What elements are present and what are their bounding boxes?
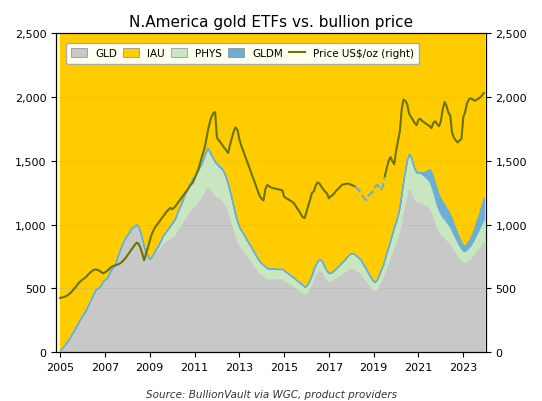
Text: Source: BullionVault via WGC, product providers: Source: BullionVault via WGC, product pr… xyxy=(145,389,397,399)
Legend: GLD, IAU, PHYS, GLDM, Price US\$/oz (right): GLD, IAU, PHYS, GLDM, Price US\$/oz (rig… xyxy=(66,44,419,65)
Title: N.America gold ETFs vs. bullion price: N.America gold ETFs vs. bullion price xyxy=(129,15,413,30)
